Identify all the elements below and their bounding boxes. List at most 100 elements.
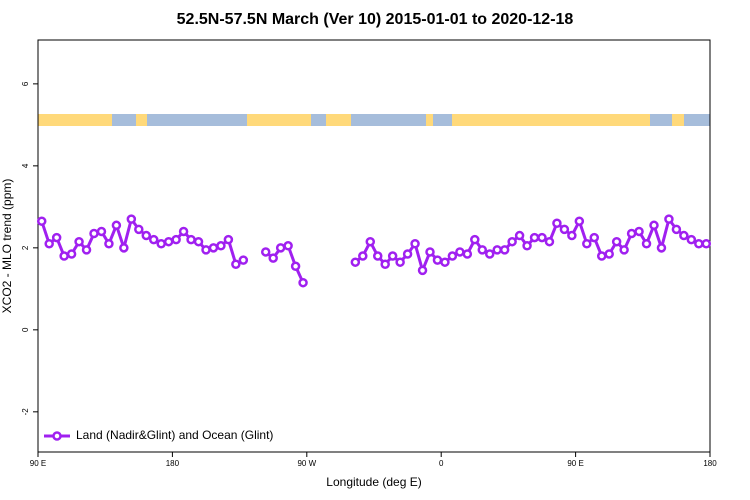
data-point <box>141 230 152 241</box>
y-tick-label: 2 <box>21 245 30 250</box>
data-point <box>350 257 361 267</box>
x-tick-label: 180 <box>703 459 717 468</box>
x-tick-label: 180 <box>166 459 180 468</box>
data-point <box>694 238 704 249</box>
data-point <box>171 234 181 245</box>
data-point <box>36 216 47 226</box>
data-point <box>552 218 562 228</box>
data-point <box>178 226 189 237</box>
y-tick-label: 6 <box>21 81 30 86</box>
data-point <box>290 261 301 272</box>
data-point <box>268 253 278 263</box>
data-point <box>462 249 473 259</box>
data-point <box>238 255 249 265</box>
x-tick-label: 0 <box>439 459 444 468</box>
data-point <box>358 251 368 261</box>
data-point <box>231 259 241 269</box>
data-point <box>380 259 390 269</box>
data-point <box>522 241 532 251</box>
data-point <box>111 220 122 231</box>
data-point <box>582 238 592 249</box>
data-point <box>499 245 510 255</box>
land-band <box>426 114 433 126</box>
data-point <box>604 249 614 259</box>
y-tick-label: 4 <box>21 163 30 168</box>
y-tick-label: 0 <box>21 327 30 332</box>
data-point <box>432 255 443 265</box>
data-point <box>156 238 166 249</box>
data-point <box>484 249 495 259</box>
land-band <box>672 114 684 126</box>
data-point <box>51 232 62 243</box>
data-point <box>223 234 234 245</box>
data-point <box>44 238 54 249</box>
data-point <box>193 236 204 247</box>
data-point <box>626 228 637 239</box>
chart-title: 52.5N-57.5N March (Ver 10) 2015-01-01 to… <box>177 11 574 28</box>
data-point <box>514 230 525 241</box>
x-tick-label: 90 E <box>30 459 46 468</box>
data-point <box>619 245 629 255</box>
data-point <box>410 238 420 249</box>
data-point <box>395 257 405 267</box>
land-band <box>136 114 147 126</box>
data-point <box>455 247 465 257</box>
data-point <box>671 224 682 235</box>
land-band <box>38 114 112 126</box>
data-point <box>298 277 308 288</box>
data-point <box>163 236 174 247</box>
data-point <box>387 251 398 261</box>
data-point <box>470 234 480 245</box>
data-point <box>96 226 107 237</box>
data-point <box>477 245 488 255</box>
data-point <box>216 241 226 251</box>
data-point <box>208 243 219 253</box>
data-point <box>104 238 114 249</box>
data-point <box>126 214 137 224</box>
data-point <box>641 238 652 249</box>
data-point <box>119 243 129 253</box>
data-point <box>492 245 502 255</box>
data-point <box>134 224 144 235</box>
data-point <box>365 236 376 247</box>
data-point <box>66 249 77 259</box>
data-point <box>664 214 674 224</box>
data-point <box>402 249 413 259</box>
data-point <box>507 236 517 247</box>
data-point <box>59 251 69 261</box>
land-band <box>326 114 351 126</box>
data-point <box>417 265 428 276</box>
legend-marker <box>52 431 62 441</box>
data-point <box>283 241 293 251</box>
data-point <box>447 251 458 261</box>
data-point <box>260 247 271 257</box>
data-point <box>596 251 607 261</box>
data-point <box>529 232 540 243</box>
data-point <box>201 245 211 255</box>
data-point <box>679 230 689 241</box>
legend-label: Land (Nadir&Glint) and Ocean (Glint) <box>76 428 273 442</box>
data-point <box>634 226 644 237</box>
data-point <box>440 257 450 267</box>
data-point <box>567 230 577 241</box>
data-point <box>589 232 600 243</box>
data-point <box>656 243 667 253</box>
x-tick-label: 90 E <box>567 459 583 468</box>
data-point <box>425 247 435 257</box>
y-tick-label: -2 <box>21 408 30 416</box>
data-point <box>275 243 286 253</box>
x-axis-label: Longitude (deg E) <box>326 475 421 489</box>
data-point <box>89 228 99 239</box>
data-point <box>686 234 697 245</box>
data-point <box>544 236 555 247</box>
data-point <box>559 224 570 235</box>
data-point <box>74 236 84 247</box>
land-band <box>452 114 650 126</box>
surface-band <box>38 114 710 126</box>
data-point <box>537 232 547 243</box>
data-point <box>574 216 585 226</box>
data-point <box>611 236 622 247</box>
data-point <box>148 234 159 245</box>
data-point <box>649 220 659 231</box>
